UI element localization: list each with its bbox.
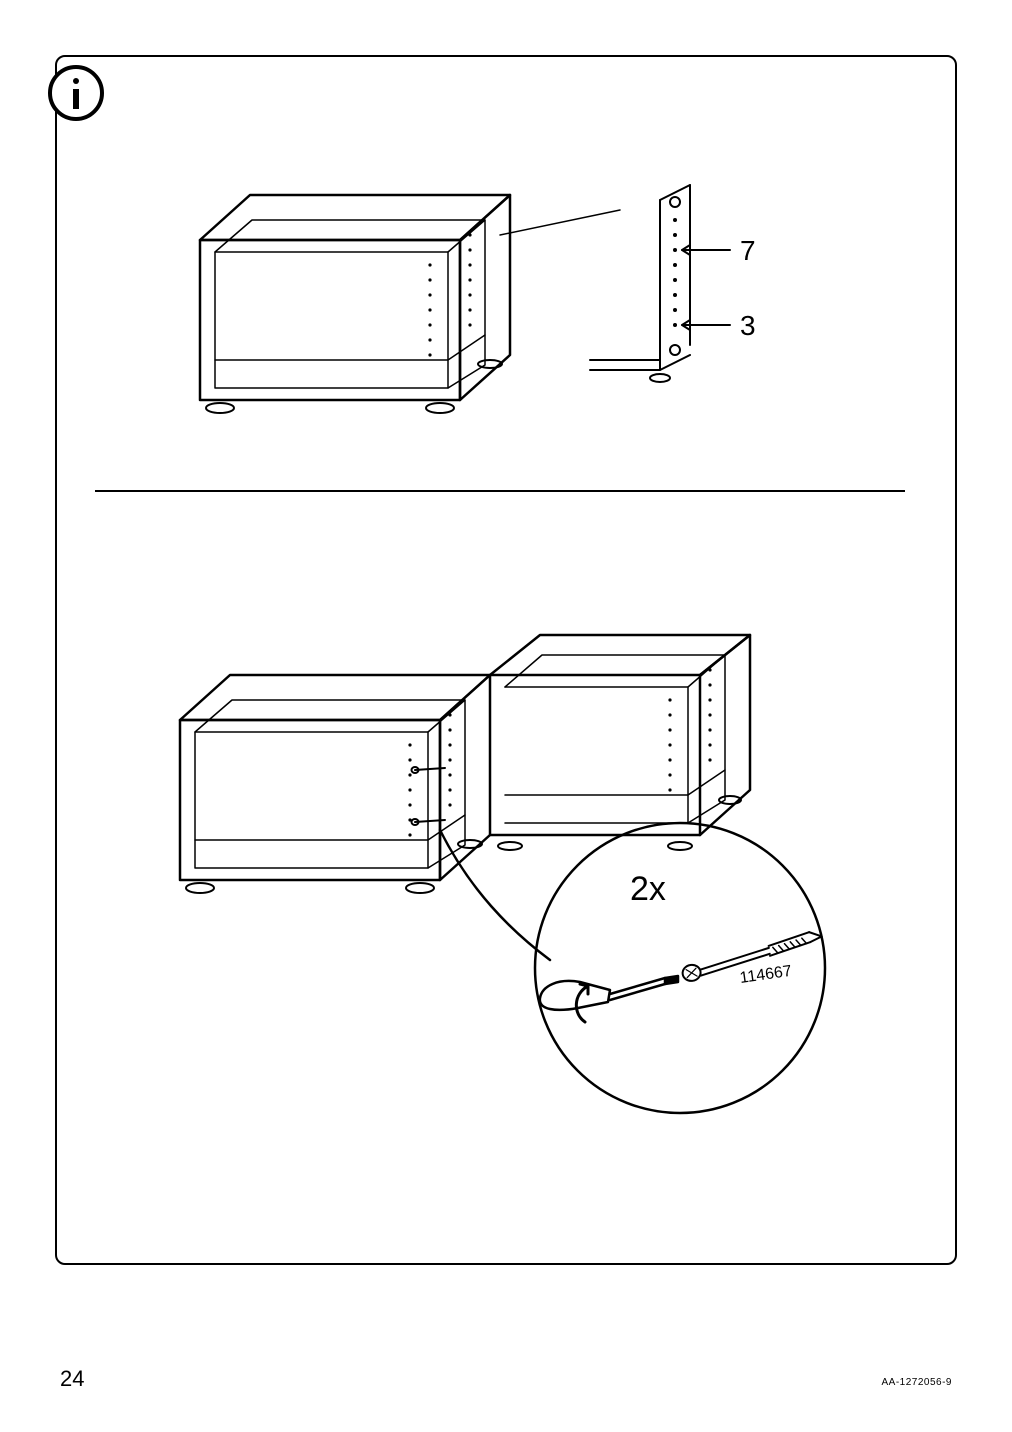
page-number: 24 bbox=[60, 1366, 84, 1392]
top-diagram bbox=[130, 140, 890, 470]
info-icon bbox=[48, 65, 104, 121]
page: 7 3 bbox=[0, 0, 1012, 1432]
callout-label-upper: 7 bbox=[740, 235, 756, 267]
callout-label-lower: 3 bbox=[740, 310, 756, 342]
doc-code: AA-1272056-9 bbox=[882, 1377, 953, 1388]
quantity-label: 2x bbox=[630, 870, 666, 909]
bottom-diagram bbox=[110, 590, 930, 1120]
section-divider bbox=[95, 490, 905, 492]
